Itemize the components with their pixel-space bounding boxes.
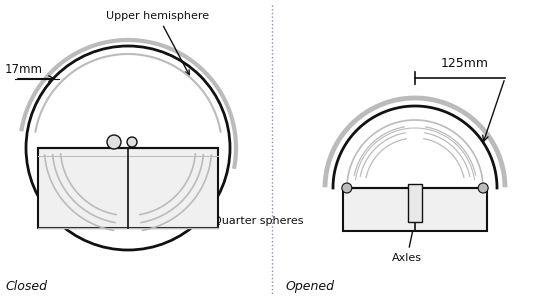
Text: Opened: Opened bbox=[285, 280, 334, 293]
Text: Closed: Closed bbox=[5, 280, 47, 293]
Bar bbox=[408, 184, 422, 222]
Text: 125mm: 125mm bbox=[441, 57, 489, 70]
Circle shape bbox=[127, 137, 137, 147]
Text: Upper hemisphere: Upper hemisphere bbox=[107, 11, 210, 75]
Bar bbox=[343, 188, 487, 231]
Bar bbox=[38, 148, 218, 228]
Text: 17mm: 17mm bbox=[5, 63, 43, 76]
Circle shape bbox=[342, 183, 352, 193]
Circle shape bbox=[107, 135, 121, 149]
Text: Quarter spheres: Quarter spheres bbox=[184, 207, 304, 226]
Circle shape bbox=[478, 183, 488, 193]
Text: Axles: Axles bbox=[392, 224, 422, 262]
